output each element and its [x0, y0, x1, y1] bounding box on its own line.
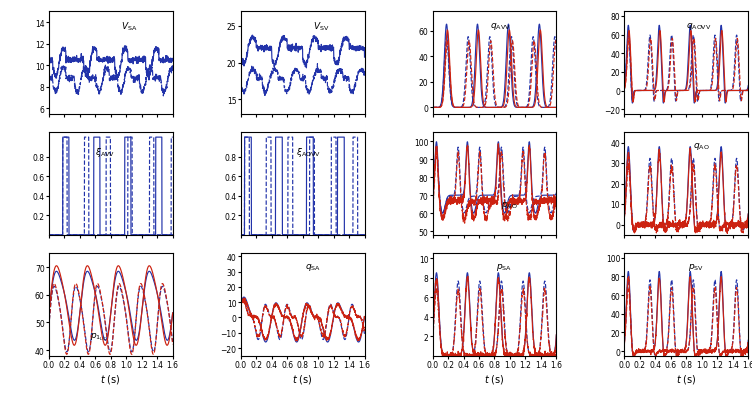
Text: $V_{\rm SA}$: $V_{\rm SA}$: [121, 20, 138, 33]
X-axis label: $t$ (s): $t$ (s): [676, 372, 696, 385]
Text: $\xi_{\rm AOVV}$: $\xi_{\rm AOVV}$: [296, 145, 321, 158]
Text: $p_{\rm SV}$: $p_{\rm SV}$: [688, 262, 705, 273]
X-axis label: $t$ (s): $t$ (s): [293, 372, 313, 385]
Text: $p_{\rm AO}$: $p_{\rm AO}$: [501, 199, 517, 210]
Text: $V_{\rm SV}$: $V_{\rm SV}$: [313, 20, 329, 33]
Text: $p_{\rm SA}$: $p_{\rm SA}$: [496, 262, 512, 273]
X-axis label: $t$ (s): $t$ (s): [101, 372, 121, 385]
Text: $q_{\rm AO}$: $q_{\rm AO}$: [693, 141, 710, 152]
Text: $p_{\rm 1_{LC}}$: $p_{\rm 1_{LC}}$: [90, 330, 107, 342]
Text: $q_{\rm AVV}$: $q_{\rm AVV}$: [490, 20, 511, 31]
Text: $\xi_{\rm AVV}$: $\xi_{\rm AVV}$: [95, 145, 114, 158]
Text: $q_{\rm SA}$: $q_{\rm SA}$: [305, 262, 320, 273]
Text: $q_{\rm AOVV}$: $q_{\rm AOVV}$: [686, 20, 711, 31]
X-axis label: $t$ (s): $t$ (s): [484, 372, 505, 385]
